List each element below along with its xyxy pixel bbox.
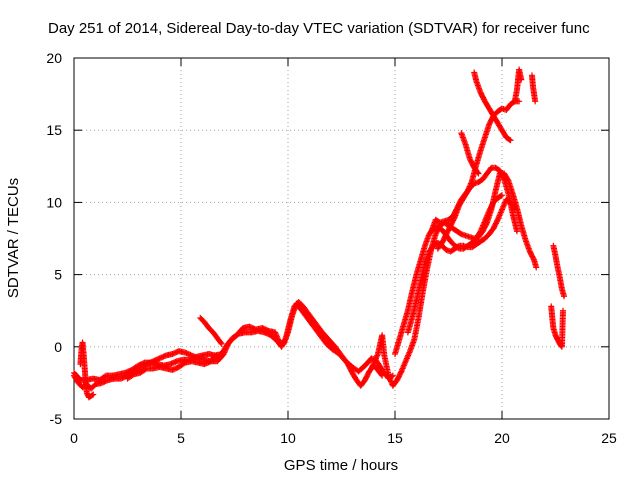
y-tick-label: 10 — [46, 194, 62, 210]
series-arc13 — [458, 130, 482, 177]
x-tick-label: 10 — [280, 430, 296, 446]
data-point — [561, 293, 568, 300]
data-point — [216, 355, 223, 362]
data-point — [533, 264, 540, 271]
y-tick-label: 5 — [54, 267, 62, 283]
series-arc15 — [550, 242, 568, 300]
series-arc11 — [471, 69, 514, 144]
y-tick-label: 20 — [46, 50, 62, 66]
data-point — [215, 354, 222, 361]
series-arc5 — [197, 314, 225, 347]
y-tick-label: 15 — [46, 122, 62, 138]
data-point — [507, 137, 514, 144]
data-point — [500, 175, 507, 182]
marks — [71, 66, 568, 401]
x-tick-label: 15 — [387, 430, 403, 446]
grid — [74, 58, 609, 419]
x-axis-label: GPS time / hours — [284, 457, 398, 474]
data-point — [217, 339, 224, 346]
data-point — [518, 76, 525, 83]
x-tick-label: 20 — [494, 430, 510, 446]
data-point — [464, 189, 471, 196]
data-point — [397, 369, 404, 376]
x-tick-label: 25 — [601, 430, 617, 446]
series-arc3 — [124, 352, 223, 382]
data-point — [451, 215, 458, 222]
series-arc14 — [528, 72, 539, 105]
data-point — [497, 192, 504, 199]
data-point — [532, 98, 539, 105]
data-point — [513, 228, 520, 235]
series-arc2 — [71, 300, 396, 384]
series-arc4 — [77, 339, 97, 401]
chart-title: Day 251 of 2014, Sidereal Day-to-day VTE… — [48, 20, 590, 37]
y-tick-label: -5 — [50, 411, 63, 427]
plot-frame — [73, 57, 610, 420]
data-point — [474, 169, 481, 176]
x-tick-label: 5 — [177, 430, 185, 446]
data-point — [499, 192, 505, 199]
data-point — [218, 340, 225, 347]
series-arc8 — [404, 196, 518, 336]
y-tick-label: 0 — [54, 339, 62, 355]
data-point — [559, 307, 566, 314]
data-point — [475, 170, 482, 177]
x-tick-label: 0 — [70, 430, 78, 446]
series-arc16 — [548, 303, 566, 350]
data-point — [506, 136, 513, 143]
data-point — [89, 392, 96, 399]
series-arc12 — [511, 66, 525, 105]
data-point — [530, 255, 537, 262]
data-point — [476, 229, 483, 236]
data-point — [90, 391, 97, 398]
y-axis-label: SDTVAR / TECUs — [5, 178, 22, 298]
data-point — [494, 217, 501, 224]
ticks: 0 5 10 15 20 25 -5 0 5 10 15 20 — [46, 50, 617, 446]
